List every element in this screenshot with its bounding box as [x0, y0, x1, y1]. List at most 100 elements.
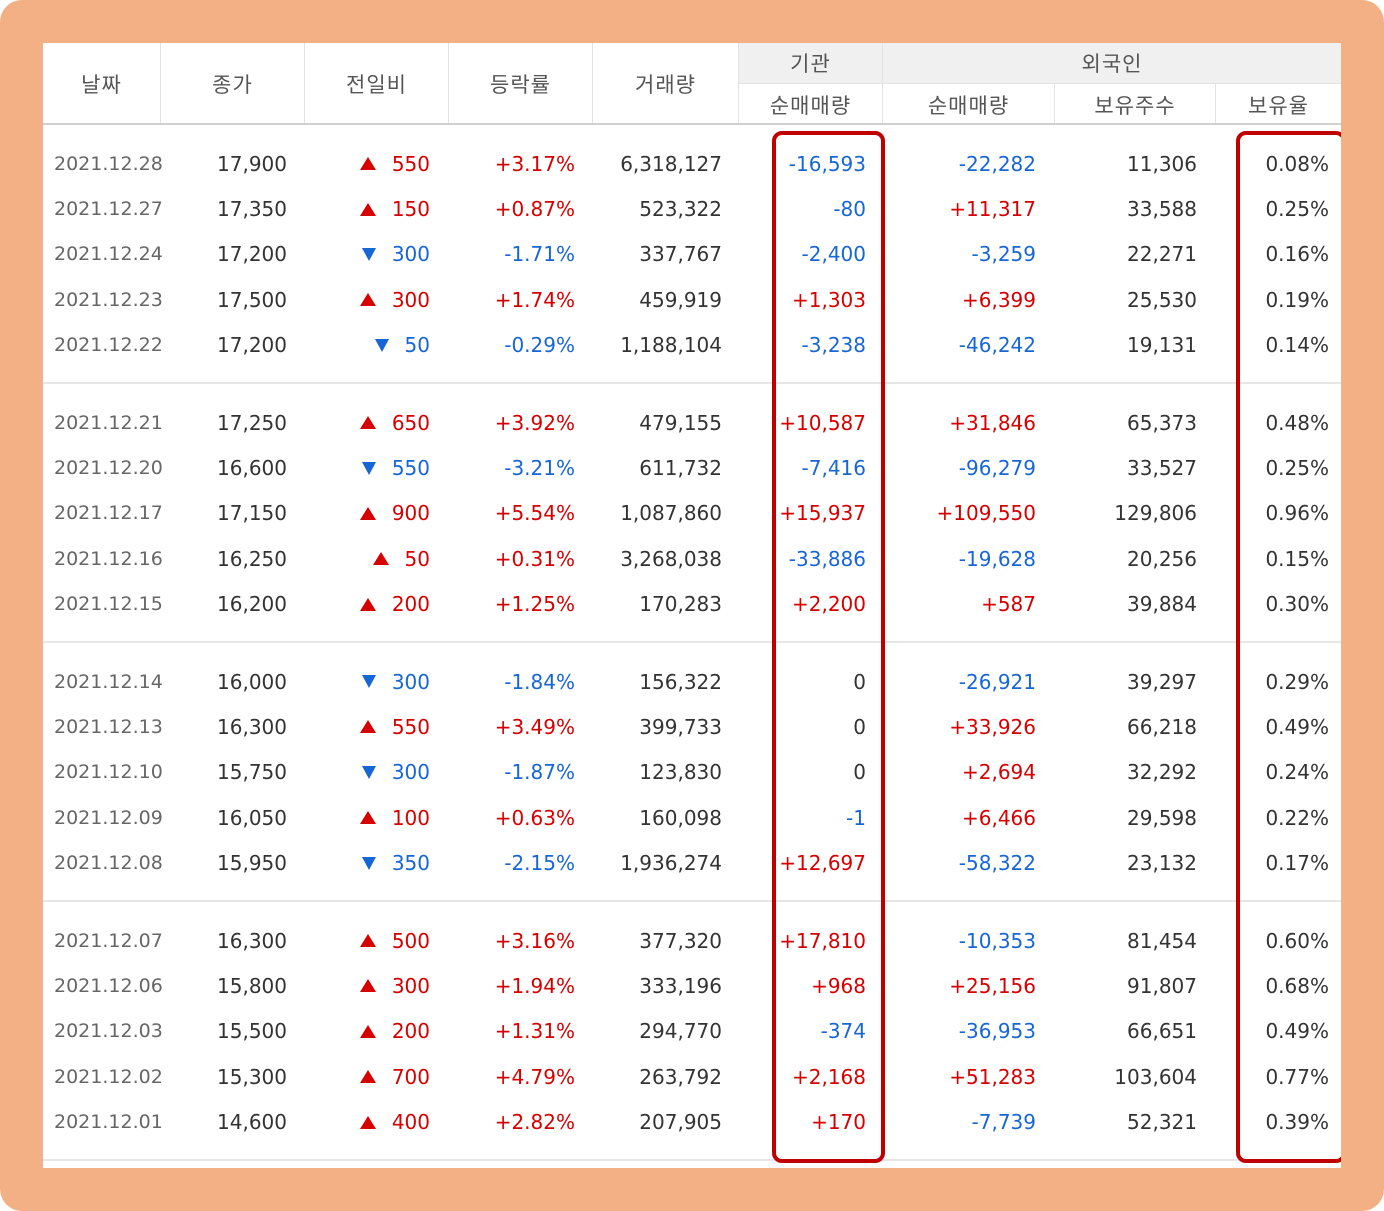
row-diff-value: 550: [391, 714, 430, 739]
row-foreign-ratio: 0.77%: [1265, 1064, 1329, 1089]
row-foreign-net: +2,694: [961, 760, 1036, 785]
row-close: 16,000: [217, 669, 287, 694]
row-institution-net: -33,886: [788, 546, 866, 571]
header-institution-group: 기관: [739, 43, 882, 83]
triangle-down-icon: [361, 247, 376, 261]
table-row: 2021.12.07 16,300 500 +3.16% 377,320 +17,810 -…: [43, 918, 1341, 963]
triangle-down-icon: [361, 856, 376, 870]
row-foreign-holdings: 11,306: [1127, 151, 1197, 176]
row-diff: 150: [305, 186, 430, 231]
row-diff-value: 550: [391, 456, 430, 481]
row-date: 2021.12.22: [54, 334, 163, 357]
row-diff-value: 200: [391, 1019, 430, 1044]
row-foreign-holdings: 20,256: [1127, 546, 1197, 571]
row-close: 15,500: [217, 1019, 287, 1044]
row-rate: +2.82%: [494, 1110, 575, 1135]
divider: [592, 43, 593, 125]
table-row: 2021.12.23 17,500 300 +1.74% 459,919 +1,303 +6…: [43, 277, 1341, 322]
triangle-up-icon: [359, 720, 376, 734]
row-close: 17,250: [217, 410, 287, 435]
table-header: 기관 외국인 날짜 종가 전일비 등락률 거래량 순매매량 순매매량 보유주수 …: [43, 43, 1341, 125]
row-foreign-net: -26,921: [958, 669, 1036, 694]
row-date: 2021.12.14: [54, 670, 163, 693]
row-volume: 337,767: [639, 242, 722, 267]
row-date: 2021.12.27: [54, 198, 163, 221]
row-diff-value: 150: [391, 197, 430, 222]
row-diff-value: 300: [391, 760, 430, 785]
row-diff: 300: [305, 659, 430, 704]
row-diff: 550: [305, 445, 430, 490]
row-volume: 611,732: [639, 456, 722, 481]
header-date: 날짜: [81, 73, 122, 97]
triangle-up-icon: [359, 506, 376, 520]
row-foreign-ratio: 0.17%: [1265, 851, 1329, 876]
row-foreign-net: +51,283: [949, 1064, 1036, 1089]
table-row: 2021.12.14 16,000 300 -1.84% 156,322 0 -26,921…: [43, 659, 1341, 704]
row-institution-net: 0: [853, 760, 866, 785]
divider: [739, 83, 1341, 84]
row-institution-net: +17,810: [779, 928, 866, 953]
divider: [160, 43, 161, 125]
row-diff-value: 900: [391, 501, 430, 526]
row-foreign-ratio: 0.25%: [1265, 456, 1329, 481]
row-foreign-holdings: 66,651: [1127, 1019, 1197, 1044]
row-institution-net: +15,937: [779, 501, 866, 526]
row-close: 14,600: [217, 1110, 287, 1135]
row-foreign-holdings: 39,884: [1127, 592, 1197, 617]
row-diff-value: 50: [404, 333, 430, 358]
row-rate: +4.79%: [494, 1064, 575, 1089]
row-foreign-ratio: 0.68%: [1265, 973, 1329, 998]
row-foreign-holdings: 91,807: [1127, 973, 1197, 998]
row-foreign-net: +6,399: [961, 287, 1036, 312]
divider: [1054, 84, 1055, 125]
triangle-down-icon: [374, 338, 389, 352]
row-foreign-net: -7,739: [971, 1110, 1036, 1135]
row-foreign-ratio: 0.22%: [1265, 805, 1329, 830]
table-row: 2021.12.16 16,250 50 +0.31% 3,268,038 -33,886…: [43, 536, 1341, 581]
row-foreign-ratio: 0.08%: [1265, 151, 1329, 176]
row-foreign-holdings: 33,588: [1127, 197, 1197, 222]
row-date: 2021.12.17: [54, 502, 163, 525]
table-row: 2021.12.27 17,350 150 +0.87% 523,322 -80 +11,3…: [43, 186, 1341, 231]
row-foreign-net: -36,953: [958, 1019, 1036, 1044]
table-row: 2021.12.08 15,950 350 -2.15% 1,936,274 +12,69…: [43, 840, 1341, 885]
row-rate: +0.63%: [494, 805, 575, 830]
row-close: 15,950: [217, 851, 287, 876]
row-close: 17,900: [217, 151, 287, 176]
row-diff-value: 200: [391, 592, 430, 617]
row-foreign-holdings: 66,218: [1127, 714, 1197, 739]
triangle-up-icon: [359, 202, 376, 216]
row-foreign-holdings: 81,454: [1127, 928, 1197, 953]
header-diff: 전일비: [346, 73, 407, 97]
row-diff-value: 300: [391, 242, 430, 267]
row-rate: -3.21%: [504, 456, 575, 481]
row-diff-value: 300: [391, 669, 430, 694]
table-row: 2021.12.15 16,200 200 +1.25% 170,283 +2,200 +5…: [43, 582, 1341, 627]
row-diff: 100: [305, 795, 430, 840]
table-row: 2021.12.06 15,800 300 +1.94% 333,196 +968 +25,…: [43, 963, 1341, 1008]
row-institution-net: +170: [811, 1110, 866, 1135]
row-foreign-holdings: 52,321: [1127, 1110, 1197, 1135]
row-foreign-net: -22,282: [958, 151, 1036, 176]
row-rate: -2.15%: [504, 851, 575, 876]
row-volume: 1,188,104: [620, 333, 722, 358]
triangle-up-icon: [359, 1070, 376, 1084]
triangle-up-icon: [359, 1024, 376, 1038]
row-institution-net: -1: [846, 805, 866, 830]
row-diff: 300: [305, 232, 430, 277]
row-volume: 459,919: [639, 287, 722, 312]
row-foreign-net: +25,156: [949, 973, 1036, 998]
divider: [738, 43, 739, 125]
row-foreign-ratio: 0.30%: [1265, 592, 1329, 617]
row-foreign-ratio: 0.48%: [1265, 410, 1329, 435]
row-volume: 3,268,038: [620, 546, 722, 571]
row-date: 2021.12.16: [54, 547, 163, 570]
row-foreign-ratio: 0.24%: [1265, 760, 1329, 785]
row-date: 2021.12.06: [54, 974, 163, 997]
row-foreign-holdings: 23,132: [1127, 851, 1197, 876]
triangle-up-icon: [359, 293, 376, 307]
table-row: 2021.12.20 16,600 550 -3.21% 611,732 -7,416 -9…: [43, 445, 1341, 490]
row-foreign-net: -19,628: [958, 546, 1036, 571]
row-date: 2021.12.20: [54, 457, 163, 480]
row-foreign-net: -3,259: [971, 242, 1036, 267]
